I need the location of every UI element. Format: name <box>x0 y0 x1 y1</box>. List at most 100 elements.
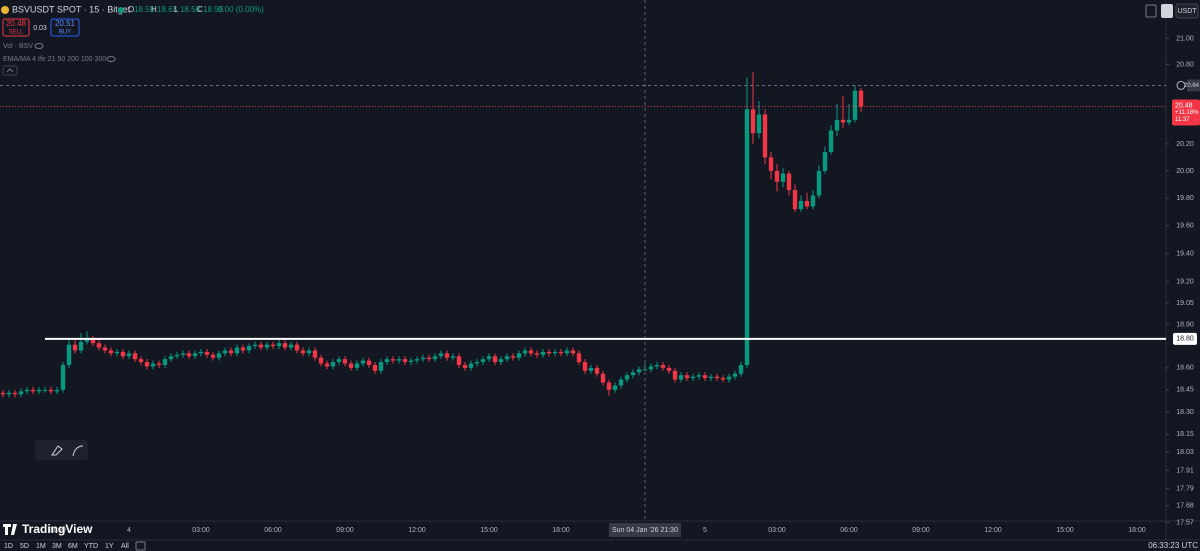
toolbar-icon[interactable] <box>1145 4 1157 18</box>
candle-body <box>618 379 624 386</box>
x-tick-label: 12:00 <box>408 527 426 534</box>
candle-body <box>198 351 204 354</box>
candle-body <box>540 351 546 355</box>
indicator[interactable]: EMA/MA 4 tfe 21 50 200 100 300 <box>3 56 106 63</box>
candle-body <box>30 389 36 392</box>
y-tick-label: 20.80 <box>1176 61 1194 68</box>
y-tick-label: 18.45 <box>1176 387 1194 394</box>
candle-body <box>174 354 180 357</box>
candle-body <box>678 375 684 380</box>
range-button[interactable]: 5D <box>20 543 29 550</box>
candle-body <box>222 350 228 354</box>
x-tick-label: 09:00 <box>336 527 354 534</box>
candle-body <box>366 360 372 365</box>
x-tick-label: 15:00 <box>1056 527 1074 534</box>
candle-body <box>714 376 720 379</box>
candle-body <box>774 170 780 182</box>
candle-body <box>6 392 12 395</box>
eye-icon[interactable] <box>106 56 116 62</box>
y-tick-label: 19.60 <box>1176 223 1194 230</box>
candle-body <box>822 151 828 171</box>
candle-body <box>240 347 246 351</box>
calendar-icon[interactable] <box>135 541 146 551</box>
candle-body <box>546 351 552 354</box>
buy-price[interactable]: 20.51 <box>55 19 76 28</box>
candle-body <box>426 357 432 360</box>
currency[interactable]: USDT <box>1177 8 1197 15</box>
buy-label[interactable]: BUY <box>59 30 71 36</box>
candle-body <box>744 109 750 365</box>
candle-body <box>402 359 408 363</box>
indicator[interactable]: Vol · BSV <box>3 43 33 50</box>
sell-price[interactable]: 20.48 <box>6 19 27 28</box>
range-button[interactable]: 1Y <box>105 543 114 550</box>
curve-icon[interactable] <box>72 445 84 457</box>
candle-body <box>828 130 834 152</box>
collapse-button[interactable] <box>2 65 18 76</box>
candle-body <box>0 392 6 395</box>
eraser-icon[interactable] <box>51 445 63 456</box>
range-button[interactable]: 3M <box>52 543 62 550</box>
y-tick-label: 17.79 <box>1176 486 1194 493</box>
range-button[interactable]: 1M <box>36 543 46 550</box>
candle-body <box>372 364 378 371</box>
candle-body <box>348 363 354 368</box>
crosshair-time-tag <box>609 523 681 537</box>
candle-body <box>834 119 840 131</box>
candle-body <box>294 344 300 351</box>
candle-body <box>738 364 744 374</box>
change: 0.00 (0.00%) <box>218 5 264 14</box>
lock-button[interactable] <box>1161 4 1173 18</box>
candle-body <box>282 343 288 348</box>
add-alert-button[interactable] <box>1176 80 1186 90</box>
sell-label[interactable]: SELL <box>9 30 24 36</box>
currency-button[interactable] <box>1175 3 1199 19</box>
candle-body <box>312 350 318 358</box>
candle-body <box>408 360 414 363</box>
candle-body <box>636 369 642 373</box>
candle-body <box>96 343 102 348</box>
y-tick-label: 18.60 <box>1176 365 1194 372</box>
sell-button[interactable] <box>2 18 30 37</box>
candle-body <box>18 391 24 395</box>
x-tick-label: 06:00 <box>840 527 858 534</box>
candle-body <box>732 373 738 377</box>
y-tick-label: 19.40 <box>1176 250 1194 257</box>
candle-body <box>204 351 210 355</box>
candle-body <box>414 359 420 361</box>
range-button[interactable]: 6M <box>68 543 78 550</box>
y-tick-label: 17.57 <box>1176 519 1194 526</box>
crosshair-time-label: Sun 04 Jan '26 21:30 <box>612 527 678 534</box>
brand: TradingView <box>22 522 93 536</box>
candle-body <box>24 389 30 392</box>
x-tick-label: 03:00 <box>192 527 210 534</box>
candle-body <box>210 354 216 358</box>
ohlc-value: 18.59 <box>203 5 224 14</box>
candle-body <box>696 375 702 377</box>
candle-body <box>558 351 564 354</box>
crosshair-price-tag <box>1187 79 1200 92</box>
candle-body <box>438 353 444 357</box>
range-button[interactable]: All <box>121 543 129 550</box>
candle-body <box>756 114 762 134</box>
range-button[interactable]: 1D <box>4 543 13 550</box>
x-tick-label: 09:00 <box>912 527 930 534</box>
candle-body <box>576 353 582 363</box>
candle-body <box>66 344 72 365</box>
candle-body <box>42 389 48 391</box>
candle-body <box>132 353 138 360</box>
y-tick-label: 17.91 <box>1176 467 1194 474</box>
candle-body <box>474 362 480 364</box>
candle-body <box>156 363 162 365</box>
candle-body <box>504 356 510 360</box>
x-tick-label: 03:00 <box>768 527 786 534</box>
candle-body <box>666 367 672 371</box>
eye-icon[interactable] <box>34 43 44 49</box>
buy-button[interactable] <box>50 18 80 37</box>
candle-body <box>660 364 666 368</box>
x-tick-label: 5 <box>703 527 707 534</box>
candle-body <box>396 359 402 361</box>
range-button[interactable]: YTD <box>84 543 98 550</box>
